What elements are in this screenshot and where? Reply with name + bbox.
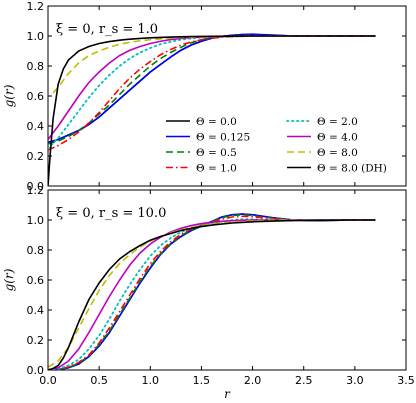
legend: Θ = 0.0 Θ = 0.125 Θ = 0.5 Θ = 1.0 Θ = 2.0 Θ =… <box>166 116 387 175</box>
legend-label-theta-1p0: Θ = 1.0 <box>196 163 237 175</box>
series-line-theta-8p0-dh <box>48 219 376 370</box>
y-tick-label: 0.6 <box>27 90 45 103</box>
y-tick-label: 0.8 <box>27 244 45 257</box>
x-tick-label: 3.0 <box>346 374 364 387</box>
y-tick-label: 0.4 <box>27 304 45 317</box>
x-tick-label: 1.5 <box>193 374 211 387</box>
y-tick-label: 0.0 <box>27 180 45 193</box>
y-tick-label: 0.2 <box>27 334 45 347</box>
y-tick-label: 1.2 <box>27 184 45 197</box>
x-tick-label: 0.5 <box>90 374 108 387</box>
y-tick-label: 0.6 <box>27 274 45 287</box>
series-line-theta-2p0 <box>48 35 377 150</box>
y-tick-label: 0.2 <box>27 150 45 163</box>
x-tick-label: 2.5 <box>295 374 313 387</box>
x-tick-label: 2.0 <box>244 374 262 387</box>
y-tick-label: 0.0 <box>27 364 45 377</box>
panel-title: ξ = 0, r_s = 1.0 <box>56 22 158 37</box>
y-tick-label: 0.8 <box>27 60 45 73</box>
bottom-panel: 0.0 0.5 1.0 1.5 2.0 2.5 3.0 3.5 0.0 0.2 0.4 0.6 0.8 1… <box>2 184 415 401</box>
legend-label-theta-8p0: Θ = 8.0 <box>317 147 358 159</box>
x-tick-label: 1.0 <box>142 374 160 387</box>
legend-label-theta-0p125: Θ = 0.125 <box>196 132 250 144</box>
legend-label-theta-0p5: Θ = 0.5 <box>196 147 237 159</box>
y-tick-label: 1.0 <box>27 214 45 227</box>
legend-label-theta-8p0-dh: Θ = 8.0 (DH) <box>317 163 387 175</box>
x-axis-label: r <box>224 387 231 401</box>
series-line-theta-0p5 <box>48 213 376 370</box>
y-tick-label: 1.2 <box>27 0 45 13</box>
panel-title: ξ = 0, r_s = 10.0 <box>56 206 166 221</box>
series-line-theta-1p0 <box>48 215 376 370</box>
y-axis-label: g(r) <box>2 268 16 291</box>
x-tick-label: 3.5 <box>397 374 415 387</box>
x-tick-label: 0.0 <box>39 374 57 387</box>
legend-label-theta-0p0: Θ = 0.0 <box>196 116 237 128</box>
y-tick-label: 1.0 <box>27 30 45 43</box>
series-line-theta-8p0-dh <box>48 35 376 186</box>
top-panel: 0.0 0.2 0.4 0.6 0.8 1.0 1.2 ξ = 0, r_s = 1.0 g… <box>2 0 407 193</box>
y-axis-label: g(r) <box>2 84 16 107</box>
y-tick-label: 0.4 <box>27 120 45 133</box>
legend-label-theta-4p0: Θ = 4.0 <box>317 132 358 144</box>
legend-label-theta-2p0: Θ = 2.0 <box>317 116 358 128</box>
